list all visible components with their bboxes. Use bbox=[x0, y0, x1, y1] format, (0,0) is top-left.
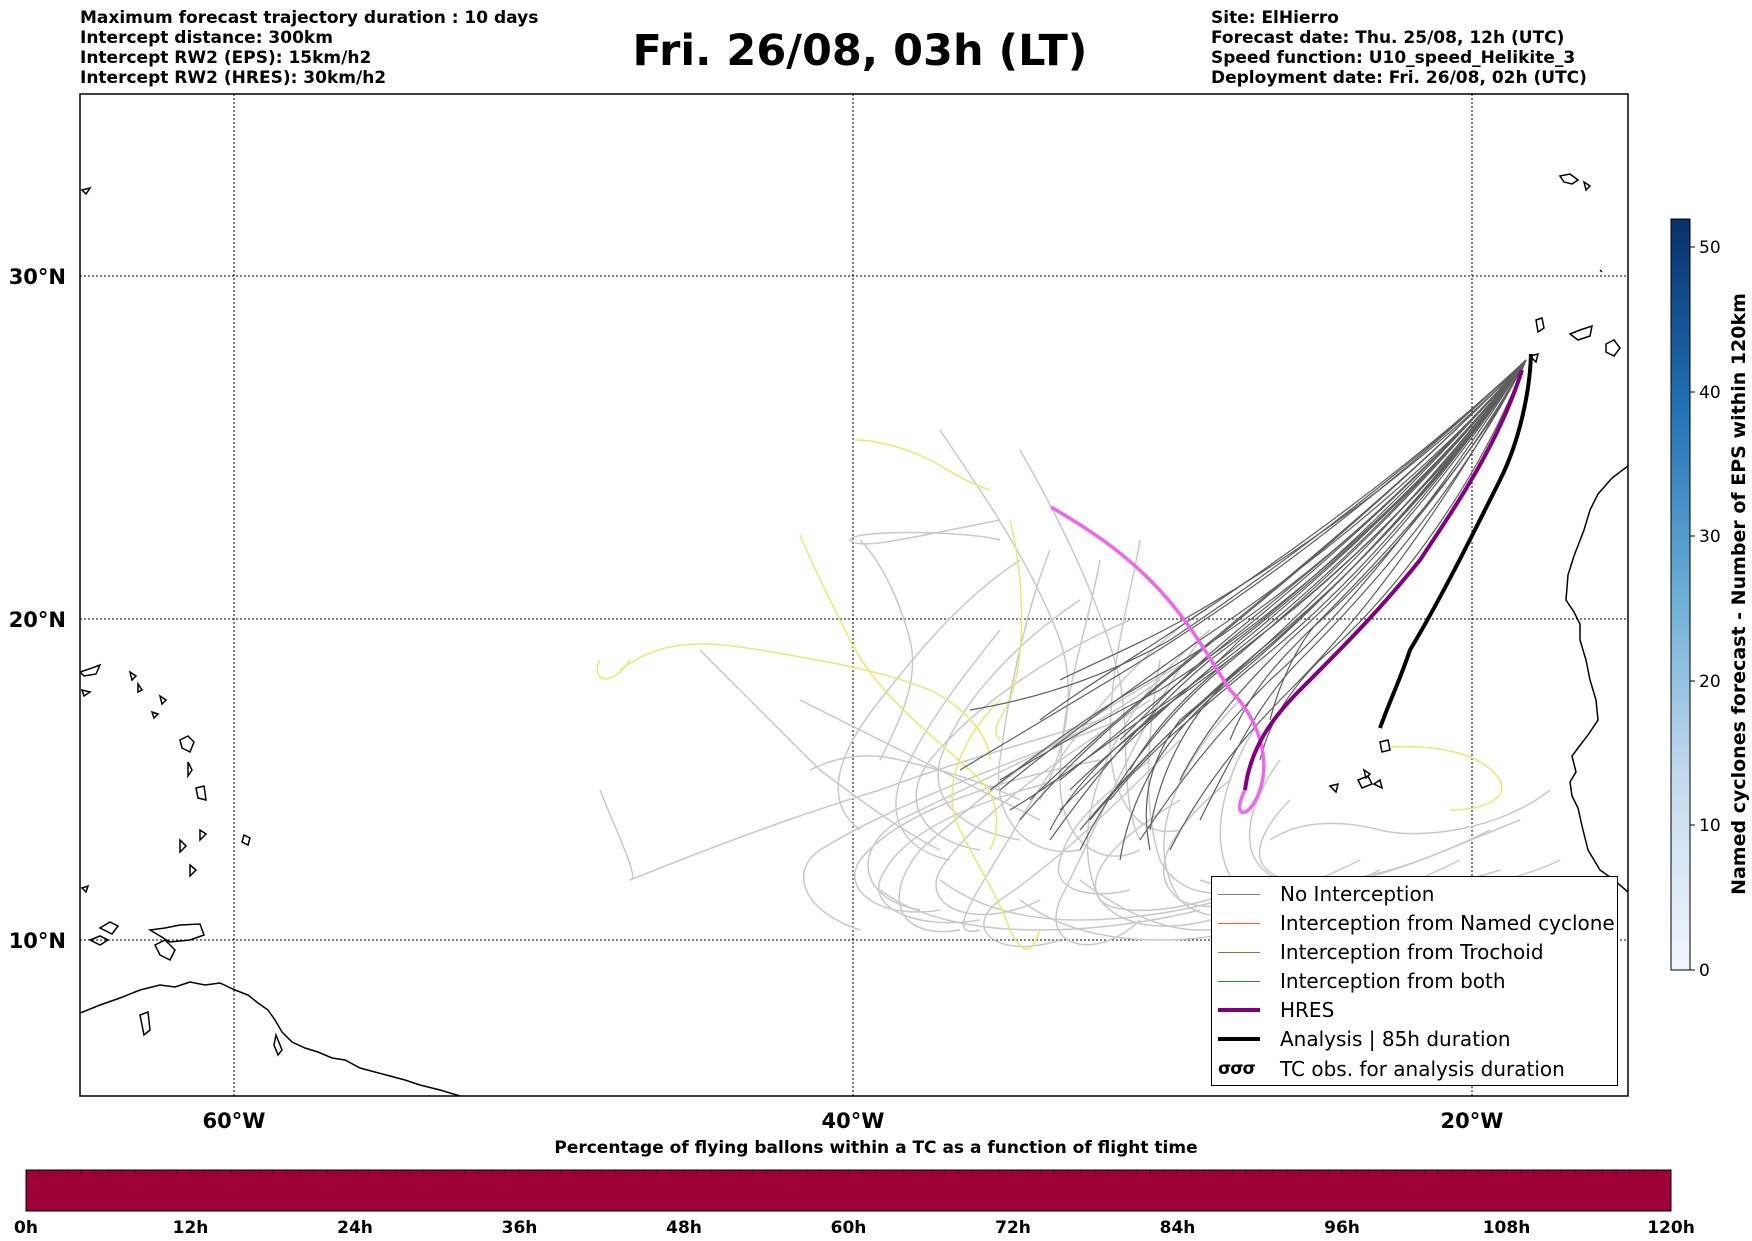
info-line: Speed function: U10_speed_Helikite_3 bbox=[1211, 48, 1576, 68]
legend-item-no-interception: No Interception bbox=[1218, 882, 1434, 906]
legend-label: Interception from Trochoid bbox=[1280, 940, 1544, 964]
legend-label: Interception from Named cyclone bbox=[1280, 911, 1615, 935]
coastline-americas bbox=[80, 186, 461, 1096]
cyclone-symbol-icon: σσσ bbox=[1218, 1059, 1256, 1079]
colorbar-horizontal-title: Percentage of flying ballons within a TC… bbox=[554, 1138, 1198, 1158]
info-line: Maximum forecast trajectory duration : 1… bbox=[80, 8, 539, 28]
lat-tick-label: 20°N bbox=[9, 608, 66, 632]
colorbar-vertical-label: Named cyclones forecast - Number of EPS … bbox=[1728, 293, 1750, 895]
legend-item-analysis: Analysis | 85h duration bbox=[1218, 1027, 1511, 1051]
lat-tick-label: 30°N bbox=[9, 265, 66, 289]
coastline-africa bbox=[1328, 173, 1628, 893]
info-line: Intercept RW2 (EPS): 15km/h2 bbox=[80, 48, 372, 68]
legend-label: Interception from both bbox=[1280, 969, 1506, 993]
colorbar-tick-label: 20 bbox=[1699, 672, 1721, 692]
eps-trajectories-dark bbox=[959, 359, 1527, 861]
info-line: Intercept RW2 (HRES): 30km/h2 bbox=[80, 68, 387, 88]
time-tick-label: 84h bbox=[1160, 1218, 1196, 1238]
legend-label: TC obs. for analysis duration bbox=[1280, 1057, 1565, 1081]
colorbar-horizontal-bar bbox=[25, 1169, 1672, 1212]
map-frame bbox=[79, 93, 1629, 1097]
header-info-right: Site: ElHierro Forecast date: Thu. 25/08… bbox=[1211, 8, 1587, 88]
hres-trajectory bbox=[1243, 369, 1524, 791]
time-tick-label: 48h bbox=[666, 1218, 702, 1238]
legend-item-tc-obs: σσσ TC obs. for analysis duration bbox=[1218, 1057, 1565, 1081]
eps-trajectories-light bbox=[599, 429, 1561, 948]
colorbar-tick-label: 30 bbox=[1699, 527, 1721, 547]
legend-item-named-cyclone: Interception from Named cyclone bbox=[1218, 911, 1615, 935]
time-tick-label: 96h bbox=[1324, 1218, 1360, 1238]
legend-item-hres: HRES bbox=[1218, 998, 1334, 1022]
info-line: Forecast date: Thu. 25/08, 12h (UTC) bbox=[1211, 28, 1565, 48]
legend: No Interception Interception from Named … bbox=[1211, 876, 1618, 1086]
header-info-left: Maximum forecast trajectory duration : 1… bbox=[80, 8, 538, 88]
legend-swatch bbox=[1218, 980, 1260, 982]
hres-trajectory-light bbox=[1050, 505, 1266, 815]
map-title: Fri. 26/08, 03h (LT) bbox=[632, 26, 1088, 76]
eps-trajectories-yellow bbox=[596, 439, 1503, 950]
colorbar-horizontal: 0h 12h 24h 36h 48h 60h 72h 84h 96h 108h … bbox=[14, 1169, 1695, 1238]
colorbar-tick-label: 40 bbox=[1699, 383, 1721, 403]
legend-swatch bbox=[1218, 1008, 1260, 1012]
colorbar-vertical: 0 10 20 30 40 50 Named cyclones forecast… bbox=[1670, 218, 1750, 981]
lon-tick-label: 60°W bbox=[203, 1109, 266, 1133]
colorbar-tick-label: 10 bbox=[1699, 816, 1721, 836]
time-tick-label: 12h bbox=[173, 1218, 209, 1238]
colorbar-tick-label: 0 bbox=[1699, 961, 1710, 981]
legend-swatch bbox=[1218, 951, 1260, 953]
legend-swatch bbox=[1218, 922, 1260, 924]
time-tick-label: 60h bbox=[831, 1218, 867, 1238]
time-tick-label: 120h bbox=[1647, 1218, 1695, 1238]
time-tick-label: 24h bbox=[337, 1218, 373, 1238]
time-tick-label: 108h bbox=[1483, 1218, 1531, 1238]
lon-tick-label: 40°W bbox=[822, 1109, 885, 1133]
lon-tick-label: 20°W bbox=[1441, 1109, 1504, 1133]
legend-item-trochoid: Interception from Trochoid bbox=[1218, 940, 1544, 964]
map-area bbox=[80, 94, 1628, 1096]
colorbar-tick-label: 50 bbox=[1699, 238, 1721, 258]
info-line: Deployment date: Fri. 26/08, 02h (UTC) bbox=[1211, 68, 1587, 88]
analysis-trajectory bbox=[1378, 353, 1533, 729]
legend-item-both: Interception from both bbox=[1218, 969, 1506, 993]
lat-tick-label: 10°N bbox=[9, 929, 66, 953]
colorbar-vertical-bar bbox=[1670, 218, 1691, 971]
time-tick-label: 72h bbox=[995, 1218, 1031, 1238]
legend-swatch bbox=[1218, 893, 1260, 895]
legend-label: Analysis | 85h duration bbox=[1280, 1027, 1511, 1051]
legend-swatch bbox=[1218, 1037, 1260, 1041]
axis-ticks: 60°W 40°W 20°W 30°N 20°N 10°N bbox=[9, 265, 1504, 1133]
info-line: Intercept distance: 300km bbox=[80, 28, 333, 48]
info-line: Site: ElHierro bbox=[1211, 8, 1339, 28]
legend-label: No Interception bbox=[1280, 882, 1435, 906]
time-tick-label: 0h bbox=[14, 1218, 38, 1238]
time-tick-label: 36h bbox=[502, 1218, 538, 1238]
legend-label: HRES bbox=[1280, 998, 1335, 1022]
